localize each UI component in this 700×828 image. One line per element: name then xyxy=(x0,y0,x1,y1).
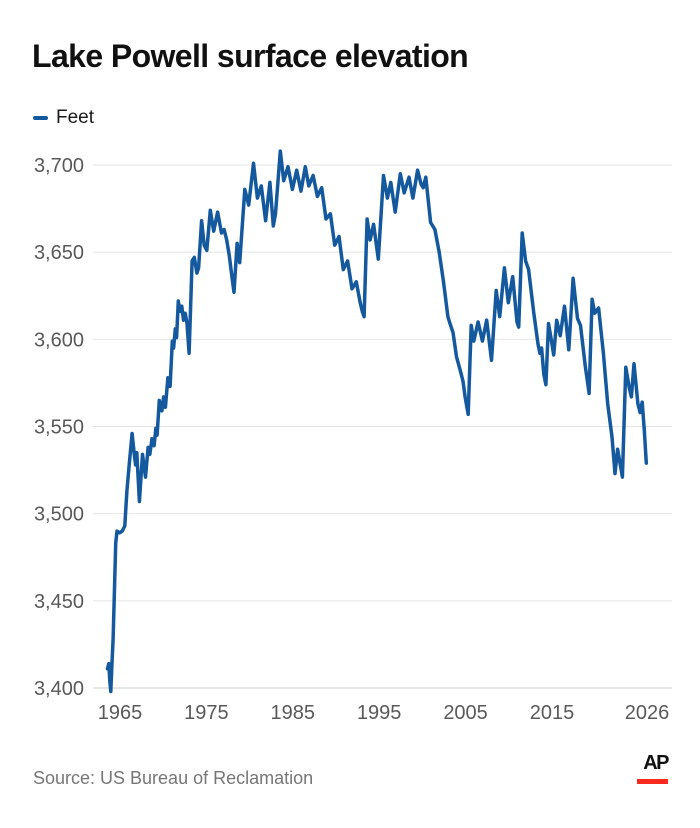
x-axis-tick-label: 1965 xyxy=(98,702,143,724)
y-axis-tick-label: 3,500 xyxy=(34,504,84,526)
legend-label: Feet xyxy=(56,107,95,128)
y-axis-tick-label: 3,450 xyxy=(34,591,84,613)
y-axis-tick-label: 3,700 xyxy=(34,155,84,177)
x-axis-tick-label: 1975 xyxy=(184,702,229,724)
y-axis-tick-label: 3,400 xyxy=(34,678,84,700)
x-axis-tick-label: 1995 xyxy=(357,702,402,724)
ap-logo: AP xyxy=(637,752,669,784)
legend: Feet xyxy=(33,107,95,128)
x-axis-tick-label: 2015 xyxy=(530,702,575,724)
y-axis-tick-label: 3,650 xyxy=(34,242,84,264)
x-axis-tick-label: 2005 xyxy=(443,702,488,724)
legend-line-swatch xyxy=(33,116,48,120)
x-axis-tick-label: 1985 xyxy=(271,702,316,724)
ap-logo-text: AP xyxy=(643,752,669,774)
page-title: Lake Powell surface elevation xyxy=(32,38,469,74)
y-axis-tick-label: 3,600 xyxy=(34,329,84,351)
elevation-line-series xyxy=(105,149,649,694)
ap-logo-underline xyxy=(637,779,668,784)
source-note: Source: US Bureau of Reclamation xyxy=(33,768,314,788)
x-axis-tick-label: 2026 xyxy=(625,702,670,724)
y-axis-tick-label: 3,550 xyxy=(34,417,84,439)
